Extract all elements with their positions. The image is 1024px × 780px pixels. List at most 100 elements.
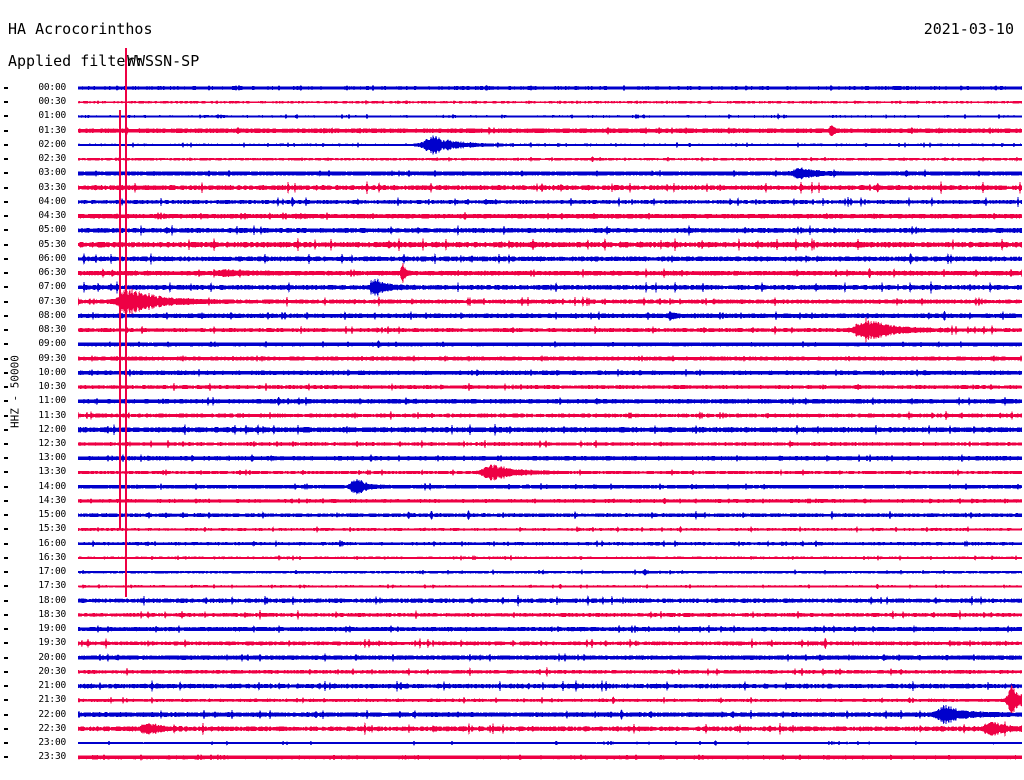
time-tick-label: 07:30 [38,295,66,307]
trace-baseline [78,201,1022,203]
time-tick-mark [4,571,8,574]
trace-baseline [78,343,1022,346]
time-tick-mark [4,357,8,360]
time-tick-label: 03:00 [38,167,66,179]
time-tick-label: 20:30 [38,665,66,677]
time-tick-label: 11:00 [38,395,66,407]
trace-baseline [78,215,1022,217]
trace-baseline [78,101,1022,103]
time-tick-mark [4,172,8,175]
time-tick-label: 06:00 [38,252,66,264]
record-date: 2021-03-10 [923,20,1014,38]
time-tick-mark [4,528,8,531]
time-tick-mark [4,200,8,203]
trace-baseline [78,244,1022,246]
trace-baseline [78,713,1022,716]
time-tick-mark [4,115,8,118]
time-tick-mark [4,457,8,460]
station-title: HA Acrocorinthos [8,20,153,38]
trace-baseline [78,187,1022,189]
time-tick-label: 16:00 [38,537,66,549]
time-tick-mark [4,101,8,104]
time-tick-label: 08:30 [38,324,66,336]
trace-baseline [78,286,1022,288]
time-tick-label: 06:30 [38,267,66,279]
trace-baseline [78,87,1022,89]
time-tick-mark [4,329,8,332]
trace-baseline [78,614,1022,616]
trace-baseline [78,486,1022,488]
trace-baseline [78,443,1022,445]
time-tick-mark [4,514,8,517]
trace-baseline [78,172,1022,175]
time-tick-label: 09:00 [38,338,66,350]
trace-baseline [78,229,1022,232]
trace-baseline [78,756,1022,759]
time-tick-label: 22:00 [38,708,66,720]
time-tick-label: 12:30 [38,438,66,449]
time-tick-label: 04:00 [38,195,66,207]
time-tick-label: 13:30 [38,466,66,478]
time-tick-label: 01:00 [38,110,66,122]
time-tick-mark [4,585,8,588]
time-tick-label: 12:00 [38,423,66,435]
time-tick-label: 18:30 [38,608,66,620]
trace-baseline [78,728,1022,730]
time-tick-mark [4,414,8,417]
trace-baseline [78,642,1022,644]
time-tick-label: 04:30 [38,210,66,222]
time-tick-mark [4,400,8,403]
time-tick-mark [4,300,8,303]
time-tick-label: 21:00 [38,680,66,692]
trace-baseline [78,429,1022,431]
trace-baseline [78,585,1022,587]
time-tick-mark [4,485,8,488]
trace-baseline [78,656,1022,659]
time-tick-label: 10:00 [38,366,66,378]
trace-baseline [78,457,1022,459]
time-tick-label: 16:30 [38,551,66,563]
filter-value: WWSSN-SP [127,52,200,70]
time-tick-mark [4,499,8,502]
trace-baseline [78,372,1022,374]
seismogram-plot [78,0,1024,780]
time-tick-mark [4,257,8,260]
vertical-red-line-a [124,48,128,597]
time-tick-label: 05:00 [38,224,66,236]
time-tick-mark [4,343,8,346]
time-tick-label: 14:30 [38,494,66,506]
time-tick-mark [4,428,8,431]
trace-baseline [78,528,1022,531]
trace-baseline [78,158,1022,160]
time-tick-mark [4,386,8,389]
time-tick-label: 20:00 [38,651,66,663]
time-tick-label: 18:00 [38,594,66,606]
time-tick-mark [4,87,8,89]
trace-baseline [78,571,1022,573]
time-tick-label: 15:30 [38,523,66,535]
time-tick-mark [4,613,8,616]
time-tick-mark [4,685,8,688]
time-axis: 00:00 00:30 01:00 01:30 02:00 02:30 03:00 03:30… [0,0,78,780]
time-tick-label: 00:00 [38,82,66,93]
trace-baseline [78,400,1022,402]
time-tick-mark [4,371,8,374]
time-tick-label: 21:30 [38,694,66,706]
trace-baseline [78,742,1022,744]
time-tick-label: 17:30 [38,580,66,592]
time-tick-mark [4,628,8,631]
trace-baseline [78,386,1022,388]
time-tick-mark [4,314,8,317]
time-tick-mark [4,186,8,189]
time-tick-mark [4,243,8,246]
trace-baseline [78,301,1022,303]
time-tick-label: 00:30 [38,96,66,108]
time-tick-label: 01:30 [38,124,66,136]
time-tick-mark [4,471,8,474]
time-tick-mark [4,756,8,759]
vertical-red-line-b [119,110,121,530]
trace-baseline [78,258,1022,260]
time-tick-label: 23:00 [38,737,66,749]
time-tick-label: 23:30 [38,751,66,763]
